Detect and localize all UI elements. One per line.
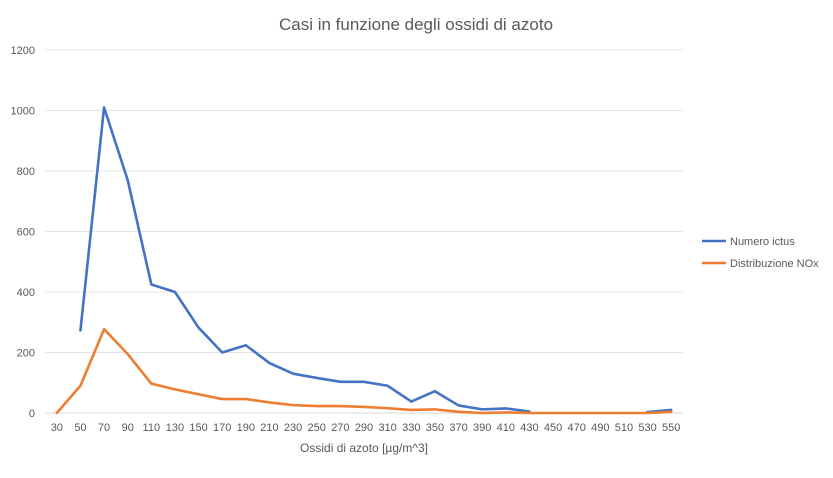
- series-1: [79, 106, 673, 414]
- series-2: [55, 327, 673, 415]
- x-tick-label: 350: [426, 422, 444, 434]
- chart-title: Casi in funzione degli ossidi di azoto: [279, 15, 553, 34]
- legend: Numero ictus Distribuzione NOx: [702, 236, 819, 270]
- x-tick-label: 370: [449, 422, 467, 434]
- x-tick-label: 110: [143, 422, 161, 434]
- y-tick-label: 1200: [11, 45, 35, 57]
- y-axis-tick-labels: 0 200 400 600 800 1000 1200: [11, 45, 35, 420]
- x-tick-label: 430: [520, 422, 538, 434]
- x-tick-label: 550: [662, 422, 680, 434]
- y-tick-label: 400: [17, 287, 35, 299]
- legend-label: Numero ictus: [730, 236, 795, 248]
- x-tick-label: 30: [51, 422, 63, 434]
- y-tick-label: 0: [29, 408, 35, 420]
- x-tick-label: 470: [567, 422, 585, 434]
- y-tick-label: 200: [17, 348, 35, 360]
- x-tick-label: 290: [355, 422, 373, 434]
- x-tick-label: 510: [615, 422, 633, 434]
- x-tick-label: 210: [260, 422, 278, 434]
- x-tick-label: 410: [497, 422, 515, 434]
- x-tick-label: 50: [74, 422, 86, 434]
- x-tick-label: 490: [591, 422, 609, 434]
- x-tick-label: 190: [237, 422, 255, 434]
- x-axis-label: Ossidi di azoto [µg/m^3]: [300, 441, 428, 455]
- series-lines: [55, 106, 673, 415]
- x-tick-label: 250: [308, 422, 326, 434]
- gridlines: [45, 49, 683, 414]
- series-line: [55, 327, 673, 415]
- x-tick-label: 170: [213, 422, 231, 434]
- series-line: [79, 106, 531, 413]
- x-tick-label: 150: [189, 422, 207, 434]
- x-tick-label: 90: [122, 422, 134, 434]
- x-tick-label: 390: [473, 422, 491, 434]
- x-tick-label: 530: [638, 422, 656, 434]
- x-tick-label: 270: [331, 422, 349, 434]
- x-tick-label: 450: [544, 422, 562, 434]
- x-tick-label: 330: [402, 422, 420, 434]
- x-tick-label: 70: [98, 422, 110, 434]
- y-tick-label: 1000: [11, 106, 35, 118]
- legend-label: Distribuzione NOx: [730, 258, 819, 270]
- x-tick-label: 230: [284, 422, 302, 434]
- y-tick-label: 800: [17, 166, 35, 178]
- x-tick-label: 310: [378, 422, 396, 434]
- y-tick-label: 600: [17, 227, 35, 239]
- x-tick-label: 130: [166, 422, 184, 434]
- x-axis-tick-labels: 30 50 70 90 110 130 150 170 190 210 230 250 270 290 31…: [51, 422, 681, 434]
